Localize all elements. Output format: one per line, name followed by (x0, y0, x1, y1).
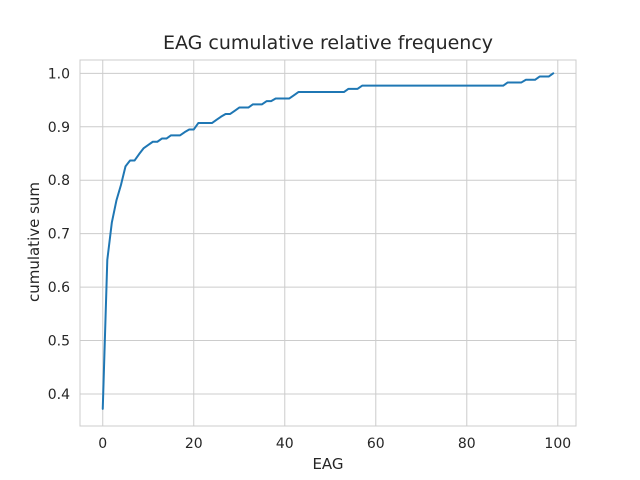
series-line (101, 72, 555, 410)
tick-labels: 0 20 40 60 80 100 0.4 0.5 0.6 0.7 0.8 0.9 1.0 (48, 66, 571, 452)
y-tick-label: 0.4 (48, 387, 70, 403)
y-axis-label: cumulative sum (25, 182, 43, 302)
y-tick-label: 0.8 (48, 173, 70, 189)
x-tick-label: 60 (367, 436, 385, 452)
x-tick-label: 40 (276, 436, 294, 452)
y-tick-label: 0.7 (48, 227, 70, 243)
x-tick-label: 100 (544, 436, 571, 452)
x-axis-label: EAG (312, 455, 343, 473)
plot-frame (79, 59, 577, 427)
y-tick-label: 0.6 (48, 280, 70, 296)
y-tick-label: 1.0 (48, 66, 70, 82)
y-tick-label: 0.5 (48, 334, 70, 350)
x-tick-label: 80 (458, 436, 476, 452)
series-layer (101, 72, 555, 410)
x-tick-label: 20 (185, 436, 203, 452)
chart-title: EAG cumulative relative frequency (163, 32, 493, 54)
x-tick-label: 0 (98, 436, 107, 452)
grid (80, 60, 576, 426)
y-tick-label: 0.9 (48, 120, 70, 136)
